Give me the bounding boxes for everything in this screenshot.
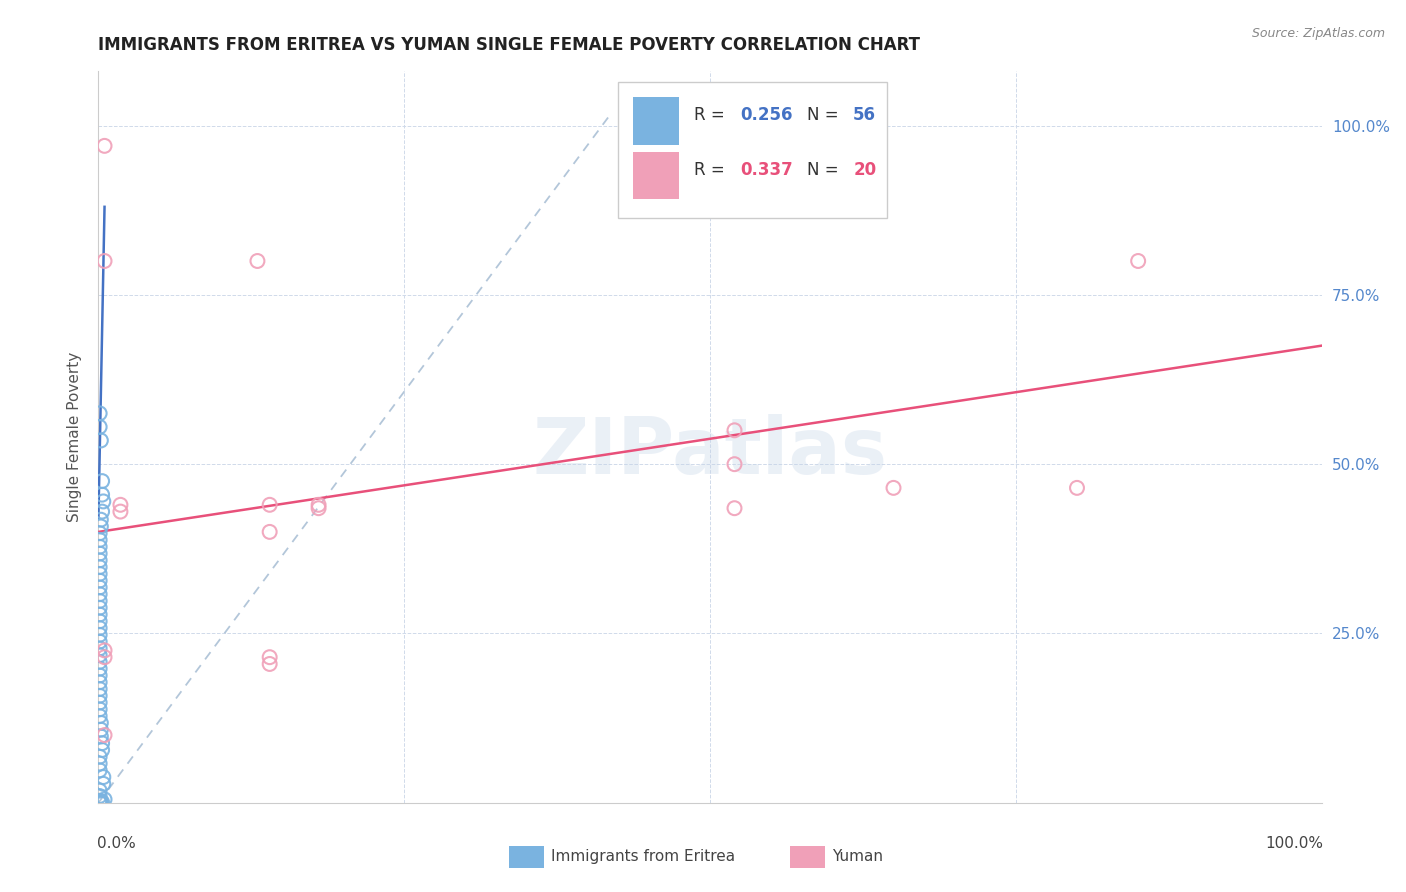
Text: 0.256: 0.256 xyxy=(741,106,793,124)
Text: 56: 56 xyxy=(853,106,876,124)
Point xyxy=(89,789,111,803)
Point xyxy=(89,574,111,588)
Point xyxy=(93,139,115,153)
FancyBboxPatch shape xyxy=(619,82,887,218)
Point xyxy=(89,662,111,676)
Point xyxy=(89,796,111,810)
Point xyxy=(89,594,111,608)
Point xyxy=(723,457,745,471)
Point xyxy=(89,681,111,696)
Point xyxy=(246,254,269,268)
Point xyxy=(723,423,745,437)
Point xyxy=(259,650,281,665)
Text: R =: R = xyxy=(695,106,730,124)
Text: Yuman: Yuman xyxy=(832,849,883,863)
Point xyxy=(93,643,115,657)
Point xyxy=(93,254,115,268)
Point xyxy=(89,689,111,703)
Point xyxy=(89,783,111,797)
Point xyxy=(91,474,114,488)
Text: Immigrants from Eritrea: Immigrants from Eritrea xyxy=(551,849,735,863)
Point xyxy=(89,540,111,554)
Point xyxy=(91,494,114,508)
Point xyxy=(90,519,112,533)
Point xyxy=(90,730,112,744)
Point xyxy=(89,600,111,615)
Point xyxy=(90,434,112,448)
Point xyxy=(93,650,115,665)
Point xyxy=(1128,254,1150,268)
Point xyxy=(91,488,114,502)
Point xyxy=(259,657,281,671)
Point xyxy=(883,481,905,495)
Text: N =: N = xyxy=(807,161,844,179)
Point xyxy=(89,668,111,682)
Point xyxy=(1066,481,1088,495)
Point xyxy=(89,764,111,778)
Point xyxy=(308,501,330,516)
Point xyxy=(90,513,112,527)
Point xyxy=(89,406,111,420)
Point xyxy=(89,634,111,648)
Point xyxy=(89,641,111,656)
Point xyxy=(89,587,111,601)
Point xyxy=(308,498,330,512)
Y-axis label: Single Female Poverty: Single Female Poverty xyxy=(67,352,83,522)
Point xyxy=(90,723,112,737)
Point xyxy=(89,621,111,635)
Point xyxy=(93,728,115,742)
Text: Source: ZipAtlas.com: Source: ZipAtlas.com xyxy=(1251,27,1385,40)
Point xyxy=(91,736,114,750)
Point xyxy=(89,655,111,669)
Point xyxy=(89,420,111,434)
Text: IMMIGRANTS FROM ERITREA VS YUMAN SINGLE FEMALE POVERTY CORRELATION CHART: IMMIGRANTS FROM ERITREA VS YUMAN SINGLE … xyxy=(98,36,921,54)
Point xyxy=(89,566,111,581)
Point xyxy=(89,709,111,723)
Text: R =: R = xyxy=(695,161,730,179)
FancyBboxPatch shape xyxy=(633,97,679,145)
Point xyxy=(89,794,111,808)
Text: 0.0%: 0.0% xyxy=(97,836,136,851)
Point xyxy=(89,526,111,541)
Text: ZIPatlas: ZIPatlas xyxy=(533,414,887,490)
Point xyxy=(89,581,111,595)
Point xyxy=(90,715,112,730)
Point xyxy=(89,648,111,662)
Point xyxy=(259,498,281,512)
Point xyxy=(110,498,132,512)
Point xyxy=(723,501,745,516)
Point xyxy=(89,628,111,642)
Point xyxy=(91,770,114,784)
Point xyxy=(89,696,111,710)
Text: 0.337: 0.337 xyxy=(741,161,793,179)
Point xyxy=(89,547,111,561)
Text: N =: N = xyxy=(807,106,844,124)
FancyBboxPatch shape xyxy=(633,152,679,200)
Text: 100.0%: 100.0% xyxy=(1265,836,1323,851)
Point xyxy=(89,756,111,771)
Point xyxy=(91,505,114,519)
Point xyxy=(93,792,115,806)
Point xyxy=(259,524,281,539)
Point xyxy=(91,795,114,809)
Point xyxy=(89,560,111,574)
Point xyxy=(89,675,111,690)
Point xyxy=(89,615,111,629)
Point xyxy=(91,743,114,757)
Point xyxy=(89,607,111,622)
Point xyxy=(89,702,111,716)
Point xyxy=(89,553,111,567)
Point xyxy=(89,533,111,547)
Point xyxy=(89,749,111,764)
Point xyxy=(89,796,111,810)
Point xyxy=(91,777,114,791)
Point xyxy=(110,505,132,519)
Text: 20: 20 xyxy=(853,161,876,179)
Point xyxy=(90,794,112,808)
